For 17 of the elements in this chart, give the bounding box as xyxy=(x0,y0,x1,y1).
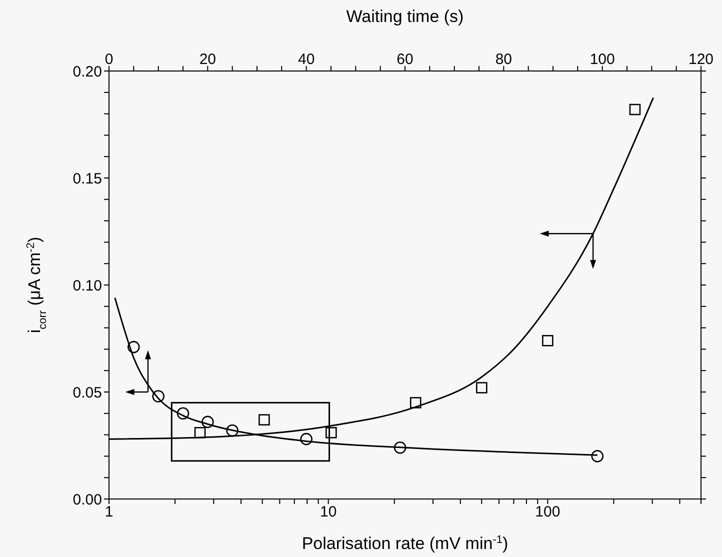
x2-tick-label: 100 xyxy=(590,51,615,68)
x-axis-title: Polarisation rate (mV min$^{-1}$) xyxy=(302,534,508,553)
y-tick-label: 0.20 xyxy=(72,63,102,80)
x2-tick-label: 0 xyxy=(104,51,114,68)
x2-tick-label: 40 xyxy=(298,51,315,68)
x-tick-label: 100 xyxy=(535,504,560,521)
x2-tick-label: 20 xyxy=(199,51,216,68)
y-tick-label: 0.15 xyxy=(72,170,102,188)
x-tick-label: 1 xyxy=(104,504,114,521)
y-tick-label: 0.05 xyxy=(72,384,102,402)
y-tick-label: 0.10 xyxy=(72,277,102,294)
y-tick-label: 0.00 xyxy=(72,491,102,508)
x2-axis-title: Waiting time (s) xyxy=(346,7,464,26)
x-tick-label: 10 xyxy=(320,504,337,521)
x2-tick-label: 120 xyxy=(688,51,714,68)
x2-tick-label: 60 xyxy=(396,51,414,68)
x2-tick-label: 80 xyxy=(495,51,512,68)
